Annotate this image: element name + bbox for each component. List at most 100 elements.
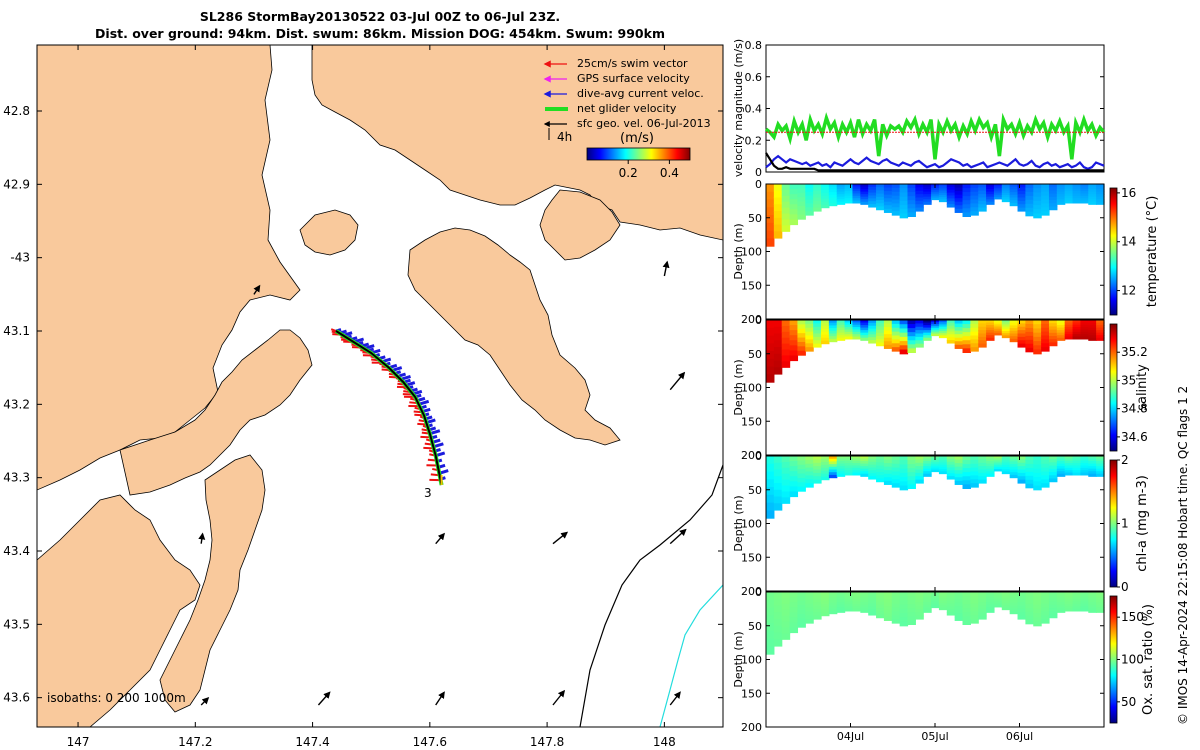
section-cell	[915, 602, 924, 607]
section-cell	[1041, 184, 1050, 189]
section-cell	[938, 326, 948, 330]
section-cell	[993, 327, 1003, 330]
section-cell	[860, 458, 869, 462]
section-cell	[931, 459, 940, 463]
map-frame	[36, 44, 724, 728]
section-cell	[1056, 468, 1066, 472]
section-cell	[805, 595, 814, 601]
section-cell	[766, 471, 775, 480]
section-colorbar-tick-label: 1	[1121, 517, 1129, 531]
section-cell	[1064, 195, 1074, 199]
section-cell	[1080, 456, 1089, 459]
section-cell	[797, 618, 806, 624]
section-cell	[1009, 320, 1019, 324]
section-cell	[836, 320, 846, 324]
section-cell	[986, 607, 995, 611]
section-cell	[907, 320, 916, 325]
section-cell	[828, 608, 838, 612]
section-cell	[868, 609, 877, 613]
section-cell	[860, 468, 869, 472]
sfc-geo-vector	[669, 528, 687, 545]
section-cell	[1048, 478, 1058, 483]
section-cell	[1088, 194, 1097, 198]
section-cell	[1080, 592, 1089, 595]
section-cell	[907, 212, 916, 217]
section-cell	[789, 471, 799, 477]
section-cell	[789, 209, 799, 215]
map-axes: 147 147.2 147.4 147.6 147.8 148 42.8 42.9 -43 43.…	[3, 45, 723, 749]
section-cell	[970, 323, 979, 329]
section-cell	[1033, 341, 1042, 346]
section-cell	[868, 189, 877, 194]
section-cell	[876, 193, 885, 198]
section-cell	[923, 330, 932, 334]
section-cell	[766, 479, 775, 488]
section-cell	[821, 331, 830, 336]
section-cell	[876, 598, 885, 603]
section-cell	[1048, 595, 1058, 600]
section-cell	[789, 189, 799, 195]
section-cell	[962, 460, 971, 465]
section-cell	[1025, 343, 1034, 349]
section-ytick-label: 150	[741, 415, 762, 428]
section-cell	[1088, 335, 1097, 339]
section-cell	[923, 322, 932, 326]
section-cell	[797, 477, 806, 483]
section-cell	[978, 605, 987, 610]
section-cell	[836, 609, 846, 613]
section-cell	[993, 189, 1003, 193]
section-cell	[883, 609, 893, 614]
section-cell	[1041, 599, 1050, 605]
section-cell	[828, 469, 838, 473]
section-cell	[1048, 456, 1058, 460]
section-cell	[1072, 472, 1082, 476]
section-cell	[899, 468, 909, 474]
section-cell	[860, 332, 869, 336]
section-cell	[813, 466, 822, 471]
section-colorbar-tick-label: 100	[1121, 653, 1144, 667]
section-cell	[986, 330, 995, 334]
section-cell	[828, 194, 838, 199]
section-cell	[876, 323, 885, 328]
section-cell	[931, 463, 940, 467]
section-cell	[781, 473, 791, 481]
section-cell	[1017, 190, 1026, 195]
section-cell	[931, 469, 940, 473]
section-cell	[1025, 199, 1034, 205]
section-cell	[1025, 320, 1034, 325]
section-cell	[1048, 614, 1058, 619]
section-cell	[1041, 343, 1050, 348]
section-cell	[946, 198, 956, 202]
section-cell	[1001, 594, 1011, 597]
section-cell	[931, 597, 940, 601]
section-cell	[891, 607, 901, 612]
section-cell	[978, 459, 987, 464]
section-cell	[828, 200, 838, 204]
section-cell	[891, 619, 901, 624]
section-cell	[946, 337, 956, 341]
section-cell	[828, 184, 838, 188]
section-cell	[836, 194, 846, 198]
section-cell	[773, 360, 783, 368]
section-cell	[970, 459, 979, 465]
section-cell	[828, 461, 838, 465]
section-cell	[1088, 327, 1097, 331]
section-cell	[789, 612, 799, 618]
section-cell	[907, 616, 916, 621]
section-cell	[1064, 596, 1074, 600]
section-cell	[1033, 332, 1042, 338]
section-cell	[1096, 458, 1105, 462]
section-cell	[962, 600, 971, 605]
section-cell	[993, 595, 1003, 599]
section-cell	[797, 324, 806, 330]
section-cell	[954, 470, 964, 475]
section-cell	[1088, 463, 1097, 467]
section-ylabel: Depth (m)	[732, 223, 745, 279]
section-cell	[899, 341, 909, 346]
section-cell	[844, 191, 854, 195]
section-cell	[915, 336, 924, 341]
section-cell	[844, 594, 854, 598]
section-cell	[766, 615, 775, 624]
section-cell	[852, 596, 861, 600]
section-cell	[1056, 196, 1066, 200]
